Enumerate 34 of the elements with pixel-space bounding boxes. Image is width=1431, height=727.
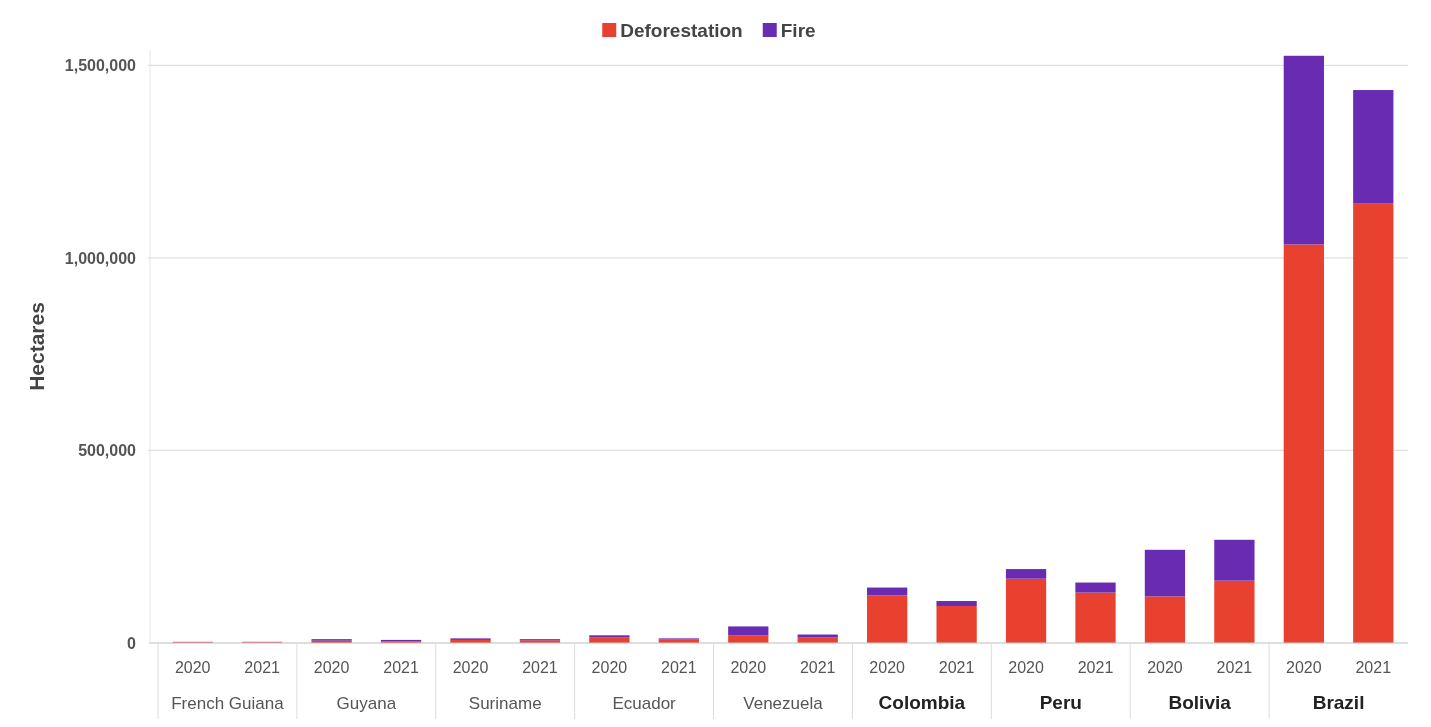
x-tick-label: 2020 (174, 659, 211, 676)
text: Venezuela (743, 694, 824, 713)
text: Ecuador (612, 694, 677, 713)
x-tick-label: 2021 (1355, 659, 1392, 676)
x-tick-label: 2021 (661, 659, 697, 676)
text: Brazil (1312, 692, 1365, 713)
text: Guyana (336, 694, 397, 713)
text: Peru (1039, 692, 1082, 713)
x-tick-label: 2021 (799, 659, 836, 676)
x-tick-label: 2020 (730, 659, 767, 676)
text: French Guiana (171, 694, 285, 713)
x-tick-label: 2020 (452, 659, 489, 676)
text: Bolivia (1168, 692, 1232, 713)
x-tick-label: 2021 (1077, 659, 1114, 676)
legend-label: Fire (780, 19, 816, 41)
x-tick-label: 2020 (591, 659, 628, 676)
x-tick-label: 2021 (522, 659, 558, 676)
x-tick-label: 2020 (1147, 659, 1183, 676)
x-tick-label: 2021 (938, 659, 975, 676)
x-tick-label: 2021 (1216, 659, 1253, 676)
x-tick-label: 2020 (313, 659, 350, 676)
x-tick-label: 2021 (383, 659, 419, 676)
x-tick-label: 2020 (869, 659, 906, 676)
x-tick-label: 2020 (1286, 659, 1322, 676)
text: Suriname (468, 694, 542, 713)
y-tick-label: 500,000 (78, 442, 137, 460)
y-tick-label: 0 (127, 634, 137, 652)
y-tick-label: 1,000,000 (64, 249, 137, 267)
y-tick-label: 1,500,000 (64, 57, 137, 74)
x-tick-label: 2021 (244, 659, 281, 676)
x-tick-label: 2020 (1008, 659, 1044, 676)
legend-label: Deforestation (620, 19, 743, 41)
y-axis-title: Hectares (25, 302, 48, 391)
text: Colombia (878, 692, 966, 713)
